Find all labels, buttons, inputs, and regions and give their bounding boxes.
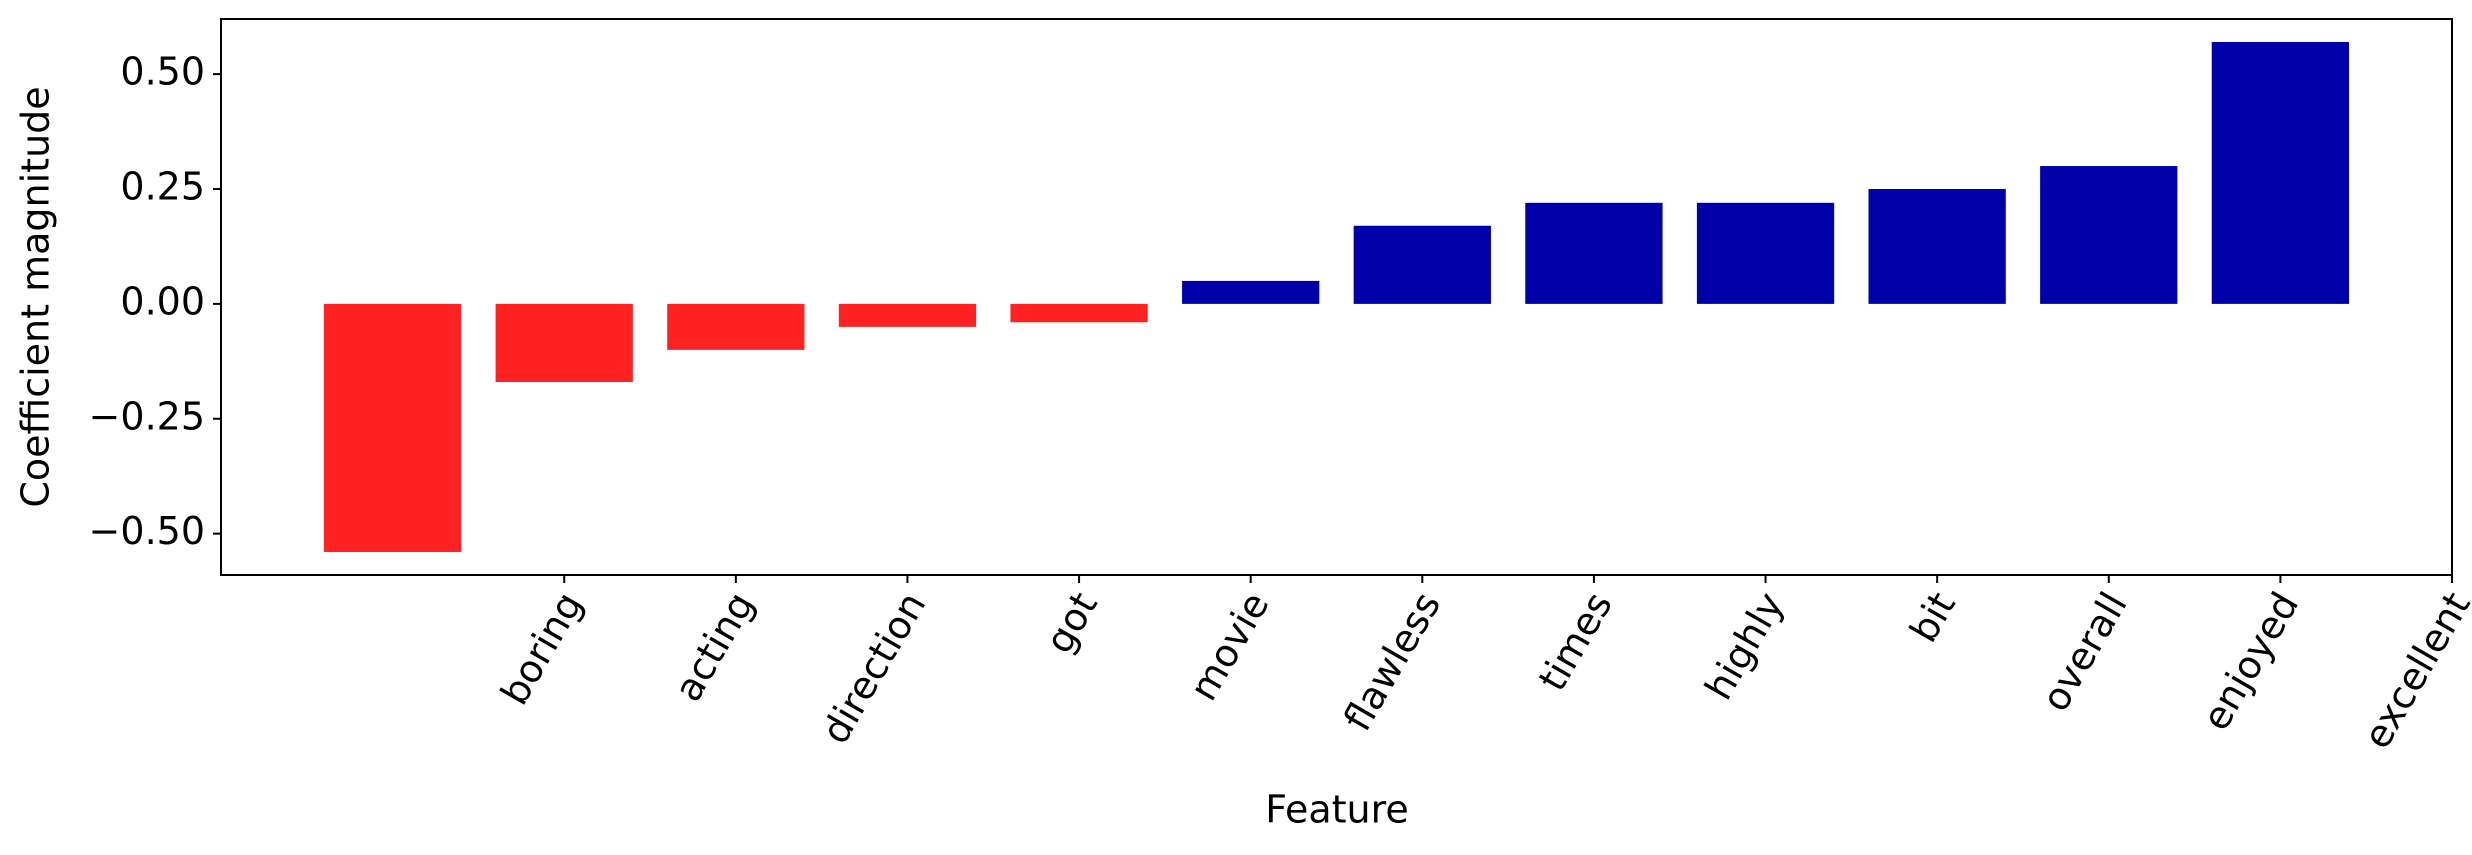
x-axis-label: Feature xyxy=(1265,788,1409,832)
x-tick-label: boring xyxy=(492,585,591,712)
bar xyxy=(323,303,462,553)
bar xyxy=(2040,166,2178,304)
x-tick-label: flawless xyxy=(1335,585,1449,739)
y-tick-label: 0.00 xyxy=(120,279,205,323)
x-tick-label: enjoyed xyxy=(2194,585,2308,738)
y-axis-label: Coefficient magnitude xyxy=(14,86,58,507)
x-tick-label: got xyxy=(1037,585,1106,661)
bar xyxy=(1868,189,2006,304)
x-tick-label: direction xyxy=(813,585,934,751)
bar xyxy=(2211,41,2350,304)
x-tick-label: times xyxy=(1530,585,1621,699)
bar xyxy=(1010,303,1148,323)
x-tick-label: movie xyxy=(1181,585,1277,708)
bar xyxy=(495,303,633,383)
x-tick-label: acting xyxy=(666,585,763,709)
bar xyxy=(1525,202,1663,304)
y-tick-label: 0.25 xyxy=(120,165,205,209)
x-tick-label: excellent xyxy=(2355,585,2472,756)
x-tick-label: overall xyxy=(2033,585,2136,719)
y-tick-label: −0.25 xyxy=(89,394,205,438)
bar xyxy=(667,303,805,350)
y-tick-label: −0.50 xyxy=(89,509,205,553)
bar xyxy=(838,303,977,327)
x-tick-label: highly xyxy=(1696,585,1792,707)
x-tick-label: bit xyxy=(1901,585,1964,650)
bar xyxy=(1696,202,1835,304)
plot-frame xyxy=(220,18,2453,576)
bar xyxy=(1182,280,1320,304)
bar xyxy=(1353,225,1491,304)
y-tick-label: 0.50 xyxy=(120,50,205,94)
